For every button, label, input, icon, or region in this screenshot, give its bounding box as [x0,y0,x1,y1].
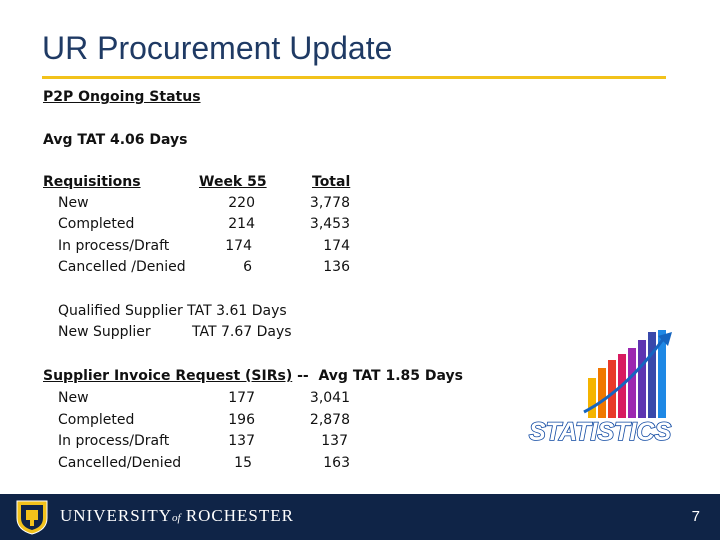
requisition-row-total: 136 [323,259,350,275]
sir-row-label: New [58,390,89,406]
requisition-row-label: In process/Draft [58,238,170,254]
sir-row-total: 163 [323,455,350,471]
university-seal-icon [16,500,48,535]
new-supplier-label: New Supplier [58,324,151,340]
statistics-bars [588,330,666,418]
requisition-row-label: New [58,195,89,211]
arrow-head-icon [658,332,672,346]
sir-row-total: 3,041 [309,390,350,406]
requisition-row-week: 6 [243,259,252,275]
sir-row-week: 196 [228,412,255,428]
statistics-bar [608,360,616,418]
statistics-label: STATISTICS [529,418,671,445]
statistics-bar [598,368,606,418]
avg-tat: Avg TAT 4.06 Days [43,132,188,148]
university-name-of: of [172,512,181,524]
sirs-avg-tat: -- Avg TAT 1.85 Days [292,368,463,384]
sir-row-week: 15 [234,455,252,471]
requisition-row-total: 3,778 [309,195,350,211]
sir-row-total: 2,878 [309,412,350,428]
requisition-row-week: 214 [228,216,255,232]
requisitions-heading: Requisitions [43,174,141,190]
arrow-icon [583,337,666,414]
footer-bar: UNIVERSITYof ROCHESTER 7 [0,494,720,540]
page-number: 7 [691,508,700,525]
sir-row-week: 137 [228,433,255,449]
requisition-row-week: 174 [225,238,252,254]
statistics-bar [588,378,596,418]
requisition-row-label: Completed [58,216,135,232]
university-name-rest: ROCHESTER [185,506,294,525]
sir-row-label: Cancelled/Denied [58,455,182,471]
university-name: UNIVERSITYof ROCHESTER [60,506,294,526]
requisition-row-total: 3,453 [309,216,350,232]
sir-row-week: 177 [228,390,255,406]
new-supplier-tat: TAT 7.67 Days [192,324,292,340]
sirs-heading-line: Supplier Invoice Request (SIRs) -- Avg T… [43,366,463,387]
title-underline [42,76,666,79]
week-header: Week 55 [199,174,267,190]
university-name-main: UNIVERSITY [60,506,172,525]
statistics-bar [658,330,666,418]
sirs-heading: Supplier Invoice Request (SIRs) [43,368,293,384]
statistics-bar [628,348,636,418]
qualified-supplier-tat: Qualified Supplier TAT 3.61 Days [58,303,287,319]
slide-title: UR Procurement Update [42,30,393,66]
sir-row-label: Completed [58,412,135,428]
requisition-row-total: 174 [323,238,350,254]
sir-row-total: 137 [321,433,348,449]
statistics-bar [638,340,646,418]
requisition-row-label: Cancelled /Denied [58,259,186,275]
section-heading: P2P Ongoing Status [43,89,201,105]
requisition-row-week: 220 [228,195,255,211]
statistics-graphic: STATISTICS [528,330,672,445]
sir-row-label: In process/Draft [58,433,170,449]
statistics-bar [648,332,656,418]
total-header: Total [312,174,351,190]
